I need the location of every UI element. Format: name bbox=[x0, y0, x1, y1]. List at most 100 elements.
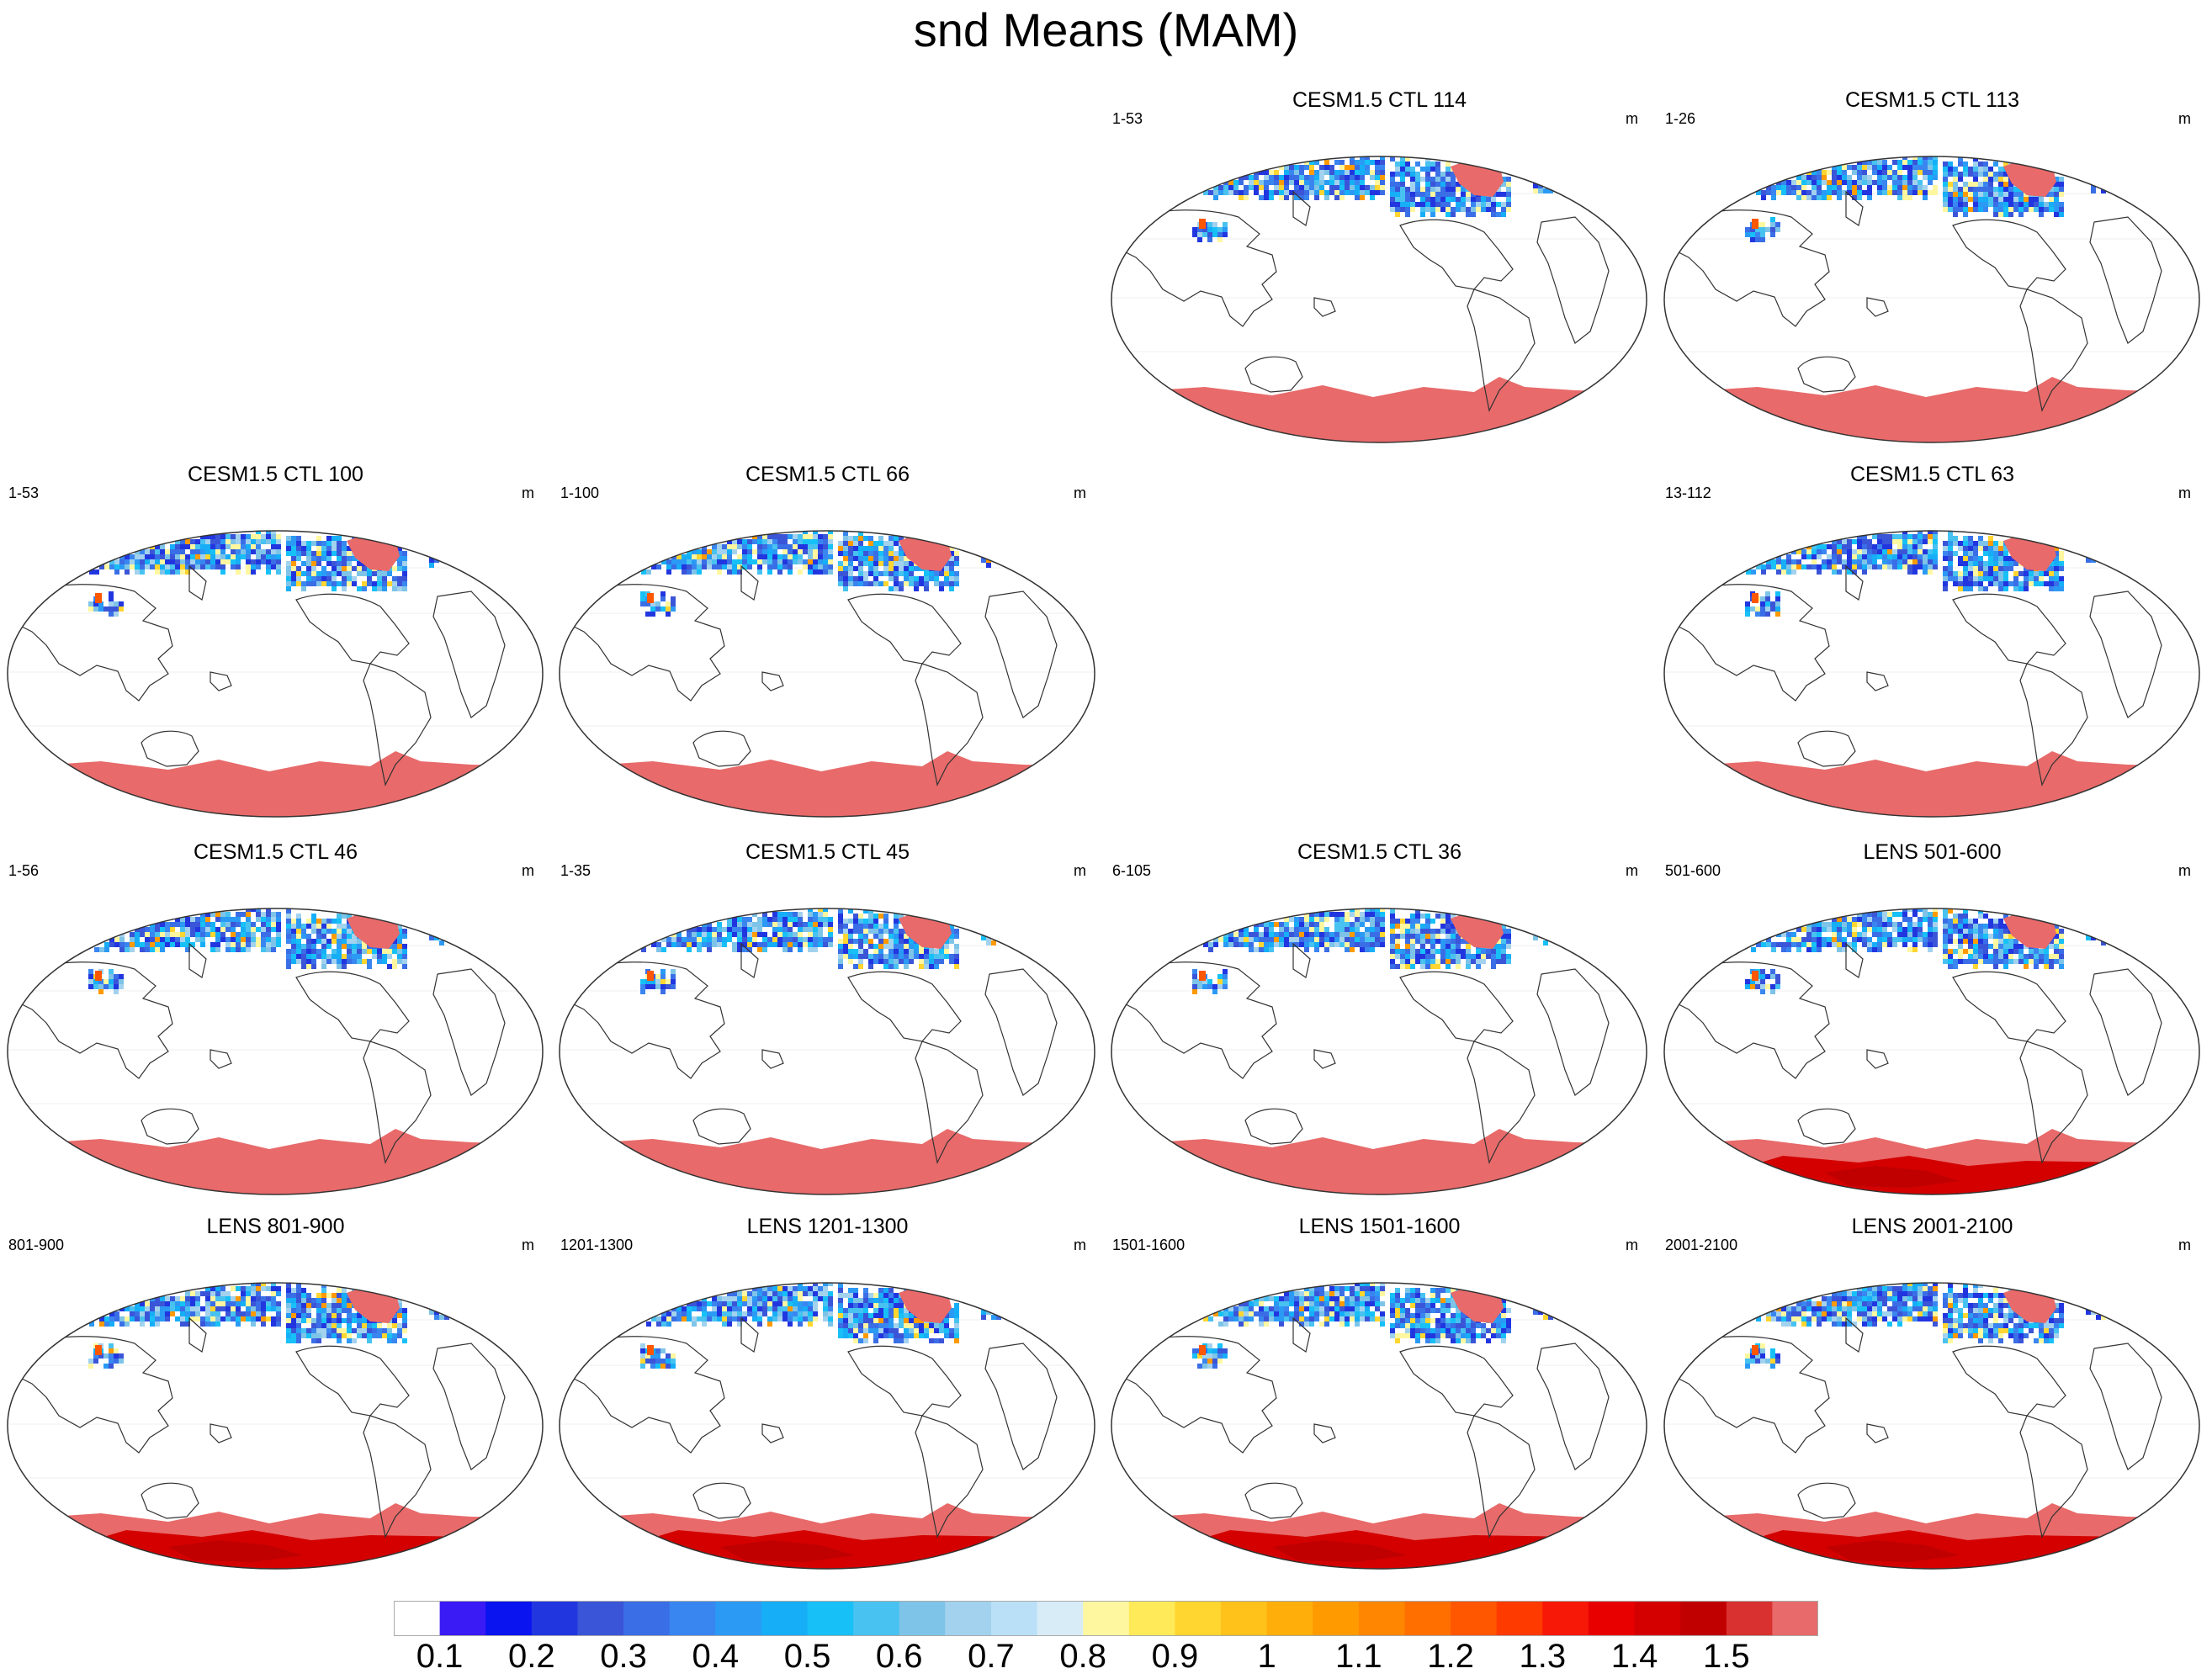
colorbar-swatch bbox=[394, 1601, 441, 1636]
colorbar-swatch bbox=[899, 1601, 946, 1636]
world-map bbox=[1663, 1282, 2200, 1570]
world-map bbox=[7, 908, 544, 1195]
panel-years: 1-53 bbox=[1112, 110, 1143, 127]
panel-years: 1-56 bbox=[8, 862, 40, 879]
colorbar-swatch bbox=[1772, 1601, 1818, 1636]
colorbar-swatch bbox=[1680, 1601, 1727, 1636]
colorbar-swatch bbox=[623, 1601, 671, 1636]
panel-units: m bbox=[1074, 1237, 1086, 1253]
colorbar-swatch bbox=[1542, 1601, 1589, 1636]
panel-units: m bbox=[1074, 485, 1086, 501]
world-map bbox=[1111, 1282, 1647, 1570]
panel-title: LENS 1201-1300 bbox=[746, 1215, 909, 1238]
colorbar-tick-label: 0.4 bbox=[692, 1638, 740, 1675]
map-panel: LENS 1501-1600 1501-1600 m bbox=[1104, 1215, 1655, 1577]
colorbar-swatch bbox=[439, 1601, 486, 1636]
panel-years: 1-35 bbox=[560, 862, 591, 879]
colorbar-tick-label: 1.5 bbox=[1702, 1638, 1750, 1675]
panel-units: m bbox=[522, 862, 534, 879]
panel-years: 1201-1300 bbox=[560, 1237, 634, 1253]
panel-years: 2001-2100 bbox=[1665, 1237, 1738, 1253]
world-map bbox=[559, 1282, 1095, 1570]
colorbar-swatch bbox=[761, 1601, 809, 1636]
panel-units: m bbox=[1074, 862, 1086, 879]
colorbar-tick-label: 1.2 bbox=[1427, 1638, 1474, 1675]
colorbar-swatch bbox=[1083, 1601, 1130, 1636]
map-panel: LENS 1201-1300 1201-1300 m bbox=[552, 1215, 1103, 1577]
colorbar-swatch bbox=[669, 1601, 716, 1636]
colorbar-tick-label: 1.1 bbox=[1335, 1638, 1382, 1675]
panel-years: 1-26 bbox=[1665, 110, 1696, 127]
world-map bbox=[7, 530, 544, 818]
panel-units: m bbox=[1626, 862, 1638, 879]
panel-years: 6-105 bbox=[1112, 862, 1152, 879]
panel-title: CESM1.5 CTL 66 bbox=[745, 463, 910, 486]
colorbar-swatch bbox=[715, 1601, 762, 1636]
colorbar-tick-label: 1.4 bbox=[1610, 1638, 1658, 1675]
colorbar-tick-label: 0.3 bbox=[600, 1638, 647, 1675]
colorbar-tick-label: 0.9 bbox=[1151, 1638, 1199, 1675]
map-panel: CESM1.5 CTL 36 6-105 m bbox=[1104, 840, 1655, 1203]
colorbar-tick-label: 0.1 bbox=[416, 1638, 464, 1675]
colorbar-swatch bbox=[1266, 1601, 1313, 1636]
panel-years: 13-112 bbox=[1665, 485, 1711, 501]
world-map bbox=[1663, 908, 2200, 1195]
world-map bbox=[1663, 156, 2200, 443]
colorbar-tick-label: 0.6 bbox=[875, 1638, 923, 1675]
panel-title: CESM1.5 CTL 114 bbox=[1292, 88, 1467, 112]
colorbar-swatch bbox=[1588, 1601, 1636, 1636]
panel-title: CESM1.5 CTL 63 bbox=[1850, 463, 2014, 486]
colorbar-tick-label: 1.3 bbox=[1519, 1638, 1567, 1675]
panel-units: m bbox=[1626, 110, 1638, 127]
colorbar-swatch bbox=[1358, 1601, 1405, 1636]
map-panel: LENS 2001-2100 2001-2100 m bbox=[1657, 1215, 2208, 1577]
panel-title: LENS 801-900 bbox=[206, 1215, 345, 1238]
colorbar-swatch bbox=[945, 1601, 992, 1636]
colorbar bbox=[394, 1601, 1818, 1636]
world-map bbox=[559, 908, 1095, 1195]
colorbar-swatch bbox=[1634, 1601, 1681, 1636]
world-map bbox=[559, 530, 1095, 818]
colorbar-swatch bbox=[1496, 1601, 1543, 1636]
colorbar-swatch bbox=[990, 1601, 1038, 1636]
panel-title: CESM1.5 CTL 36 bbox=[1297, 840, 1461, 864]
figure-title: snd Means (MAM) bbox=[913, 3, 1299, 56]
map-panel: CESM1.5 CTL 66 1-100 m bbox=[552, 463, 1103, 825]
panel-units: m bbox=[1626, 1237, 1638, 1253]
colorbar-swatch bbox=[485, 1601, 533, 1636]
colorbar-swatch bbox=[1313, 1601, 1360, 1636]
panel-years: 1-100 bbox=[560, 485, 600, 501]
panel-units: m bbox=[2178, 862, 2191, 879]
colorbar-swatch bbox=[1221, 1601, 1268, 1636]
panel-units: m bbox=[2178, 1237, 2191, 1253]
colorbar-swatch bbox=[577, 1601, 624, 1636]
colorbar-swatch bbox=[1404, 1601, 1451, 1636]
world-map bbox=[1111, 156, 1647, 443]
colorbar-swatch bbox=[1726, 1601, 1773, 1636]
map-panel: LENS 501-600 501-600 m bbox=[1657, 840, 2208, 1203]
colorbar-swatch bbox=[531, 1601, 578, 1636]
colorbar-tick-label: 0.7 bbox=[968, 1638, 1015, 1675]
panel-years: 801-900 bbox=[8, 1237, 65, 1253]
map-panel: CESM1.5 CTL 114 1-53 m bbox=[1104, 88, 1655, 451]
world-map bbox=[1111, 908, 1647, 1195]
panel-years: 1-53 bbox=[8, 485, 40, 501]
panel-title: CESM1.5 CTL 46 bbox=[194, 840, 358, 864]
colorbar-swatch bbox=[1451, 1601, 1498, 1636]
map-panel: CESM1.5 CTL 63 13-112 m bbox=[1657, 463, 2208, 825]
map-panel: CESM1.5 CTL 100 1-53 m bbox=[0, 463, 551, 825]
panel-years: 1501-1600 bbox=[1112, 1237, 1186, 1253]
panel-title: LENS 501-600 bbox=[1863, 840, 2002, 864]
panel-units: m bbox=[2178, 110, 2191, 127]
colorbar-swatch bbox=[1175, 1601, 1222, 1636]
panel-title: LENS 2001-2100 bbox=[1851, 1215, 2013, 1238]
panel-title: LENS 1501-1600 bbox=[1298, 1215, 1461, 1238]
map-panel: CESM1.5 CTL 46 1-56 m bbox=[0, 840, 551, 1203]
panel-title: CESM1.5 CTL 100 bbox=[188, 463, 363, 486]
colorbar-tick-label: 0.5 bbox=[783, 1638, 831, 1675]
colorbar-tick-label: 1 bbox=[1257, 1638, 1276, 1675]
panel-units: m bbox=[522, 1237, 534, 1253]
colorbar-swatch bbox=[807, 1601, 854, 1636]
colorbar-labels: 0.1 0.2 0.3 0.4 0.5 0.6 0.7 0.8 0.9 1 1.1 1.2 1.3 1.4… bbox=[0, 1636, 2212, 1678]
panel-title: CESM1.5 CTL 113 bbox=[1844, 88, 2020, 112]
